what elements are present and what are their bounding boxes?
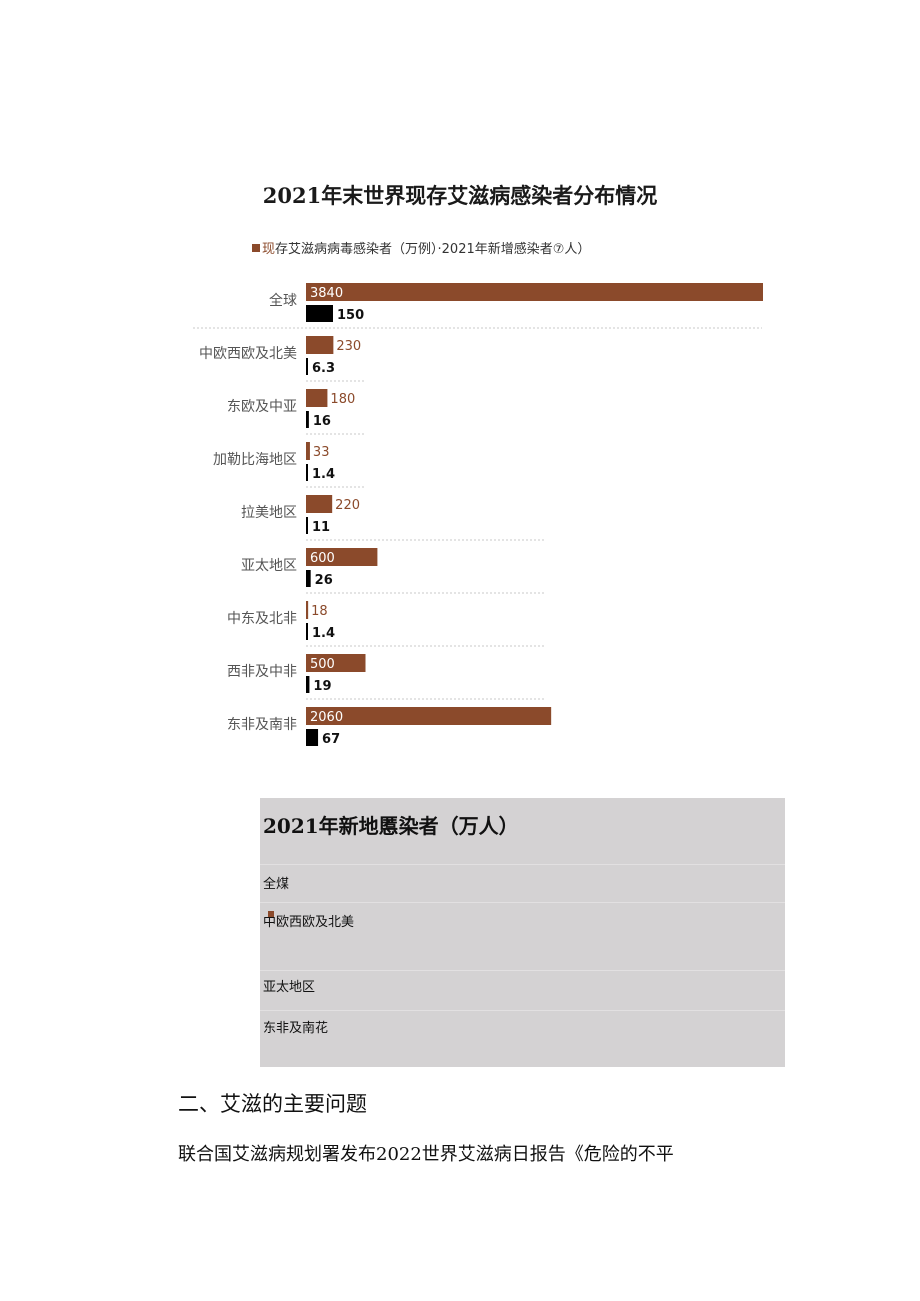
data-label-new: 67 [322,732,340,747]
panel-marker-icon [268,911,274,917]
data-label-existing: 33 [313,445,330,460]
panel-row: 中欧西欧及北美 [260,902,785,971]
chart-legend: 现存艾滋病病毒感染者（万例）·2021年新增感染者⑦人） [252,238,590,257]
category-label: 中东及北非 [227,611,297,627]
new-infections-panel: 2021年新地慝染者（万人） 全煤 中欧西欧及北美 亚太地区 东非及南花 [260,798,785,1067]
data-label-new: 1.4 [312,626,335,641]
bar-existing [306,548,378,566]
chart-title: 2021年末世界现存艾滋病感染者分布情况 [262,183,658,208]
data-label-existing: 18 [311,604,328,619]
section-heading: 二、艾滋的主要问题 [178,1092,367,1116]
bar-existing [306,283,763,301]
legend-label-1: 现 [262,242,276,257]
panel-row: 东非及南花 [260,1010,785,1067]
bar-new [306,570,311,587]
category-label: 加勒比海地区 [213,452,297,468]
data-label-existing: 220 [335,498,360,513]
bar-new [306,676,310,693]
panel-row-label: 全煤 [263,877,290,892]
panel-row-text: 中欧西欧及北美 [263,915,355,930]
category-label: 全球 [269,292,297,309]
category-label: 拉美地区 [241,505,297,521]
bar-new [306,305,333,322]
data-label-existing: 230 [336,339,361,354]
data-label-existing: 2060 [310,710,343,725]
data-label-new: 26 [315,573,333,588]
legend-label-2: 存艾滋病病毒感染者（万例）·2021年新增感染者⑦人） [275,242,591,257]
category-label: 西非及中非 [227,664,297,680]
bar-existing [306,442,310,460]
panel-row-label: 东非及南花 [263,1021,329,1036]
panel-title: 2021年新地慝染者（万人） [263,814,519,838]
bar-new [306,517,308,534]
bar-new [306,729,319,746]
panel-row: 全煤 [260,864,785,903]
panel-row-label: 中欧西欧及北美 [263,911,354,930]
category-label: 亚太地区 [241,558,297,574]
data-label-existing: 500 [310,657,335,672]
bar-new [306,358,308,375]
category-label: 东非及南非 [227,717,297,733]
panel-row: 亚太地区 [260,970,785,1011]
data-label-new: 6.3 [312,361,335,376]
bar-existing [306,601,309,619]
body-paragraph: 联合国艾滋病规划署发布2022世界艾滋病日报告《危险的不平 [178,1144,674,1165]
data-label-new: 11 [312,520,330,535]
data-label-new: 16 [313,414,331,429]
data-label-existing: 600 [310,551,335,566]
legend-swatch-icon [252,244,260,252]
bar-existing [306,707,552,725]
bar-existing [306,654,366,672]
data-label-existing: 3840 [310,286,343,301]
bar-existing [306,495,333,513]
category-label: 中欧西欧及北美 [199,346,297,362]
bar-existing [306,336,334,354]
data-label-new: 1.4 [312,467,335,482]
bar-new [306,464,308,481]
panel-row-label: 亚太地区 [263,980,316,995]
bar-new [306,411,309,428]
data-label-existing: 180 [330,392,355,407]
data-label-new: 150 [337,308,364,323]
category-label: 东欧及中亚 [227,399,297,415]
data-label-new: 19 [313,679,331,694]
bar-new [306,623,308,640]
bar-existing [306,389,328,407]
